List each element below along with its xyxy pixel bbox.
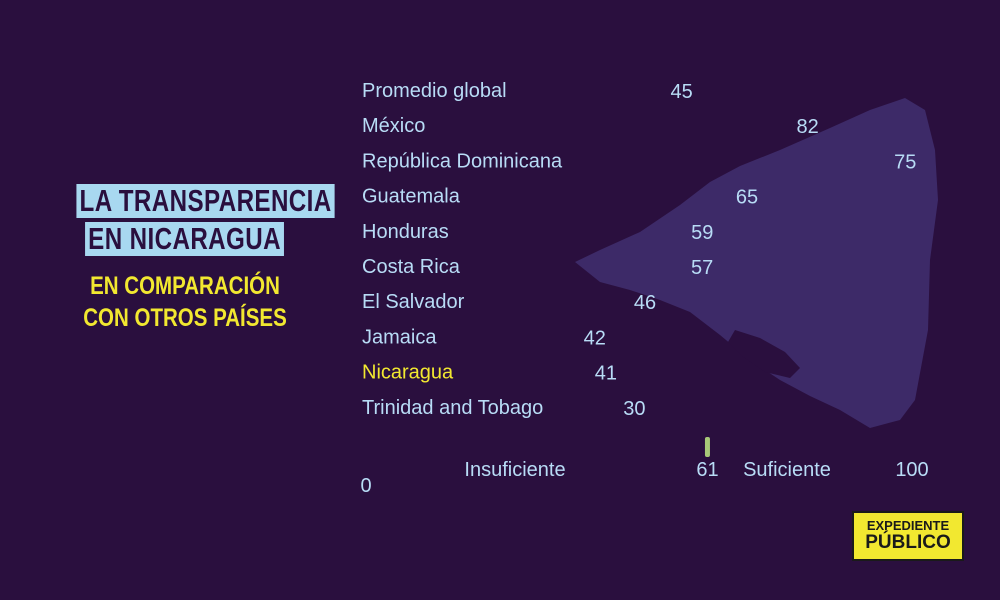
expediente-publico-logo: EXPEDIENTE PÚBLICO	[852, 511, 964, 561]
scale-suficiente-label: Suficiente	[743, 459, 831, 481]
scale-threshold-label: 61	[696, 459, 718, 481]
bar-row: Honduras 59	[362, 221, 713, 244]
bar-row: Guatemala 65	[362, 186, 758, 209]
bar-row: El Salvador 46	[362, 291, 656, 314]
bar-category-label: Jamaica	[362, 326, 437, 348]
scale-max-label: 100	[895, 459, 928, 481]
bar-value-label: 75	[894, 151, 916, 173]
bars-layer: Promedio global 45 México 82 República Domin…	[362, 80, 916, 420]
subtitle-line-1: EN COMPARACIÓN	[90, 272, 280, 300]
bar-category-label: El Salvador	[362, 291, 465, 313]
bar-category-label: Trinidad and Tobago	[362, 397, 543, 419]
bar-row: Jamaica 42	[362, 326, 606, 349]
bar-value-label: 45	[671, 81, 693, 103]
title-line-1: LA TRANSPARENCIA	[76, 184, 335, 218]
bar-row: Trinidad and Tobago 30	[362, 397, 646, 420]
logo-line-1: EXPEDIENTE	[866, 518, 950, 533]
subtitle-line-2: CON OTROS PAÍSES	[83, 304, 287, 332]
title-line-2: EN NICARAGUA	[85, 222, 285, 256]
threshold-marker	[704, 437, 710, 457]
bar-value-label: 42	[584, 327, 606, 349]
bar-category-label: México	[362, 115, 425, 137]
bar-value-label: 65	[736, 187, 758, 209]
bar-row: México 82	[362, 115, 819, 138]
nicaragua-lake-shape	[728, 330, 800, 378]
nicaragua-map-shape	[575, 98, 938, 428]
scale-insuficiente-label: Insuficiente	[464, 459, 565, 481]
bar-row: Costa Rica 57	[362, 256, 713, 279]
bar-value-label: 82	[797, 116, 819, 138]
bar-row: Nicaragua 41	[362, 362, 617, 385]
bar-row: República Dominicana 75	[362, 150, 916, 173]
bar-row: Promedio global 45	[362, 80, 693, 103]
bar-value-label: 30	[623, 398, 645, 420]
logo-line-2: PÚBLICO	[865, 532, 951, 553]
bar-category-label: Nicaragua	[362, 362, 454, 384]
bar-category-label: República Dominicana	[362, 150, 563, 172]
bar-category-label: Promedio global	[362, 80, 507, 102]
bar-value-label: 46	[634, 292, 656, 314]
bar-category-label: Honduras	[362, 221, 449, 243]
scale-min-label: 0	[360, 475, 371, 497]
bar-value-label: 59	[691, 222, 713, 244]
bar-value-label: 41	[595, 363, 617, 385]
chart-heading: LA TRANSPARENCIA EN NICARAGUA EN COMPARA…	[40, 182, 335, 334]
scale-layer: 0 Insuficiente 61 Suficiente 100	[348, 437, 938, 497]
bar-value-label: 57	[691, 257, 713, 279]
bar-category-label: Costa Rica	[362, 256, 461, 278]
bar-category-label: Guatemala	[362, 186, 461, 208]
